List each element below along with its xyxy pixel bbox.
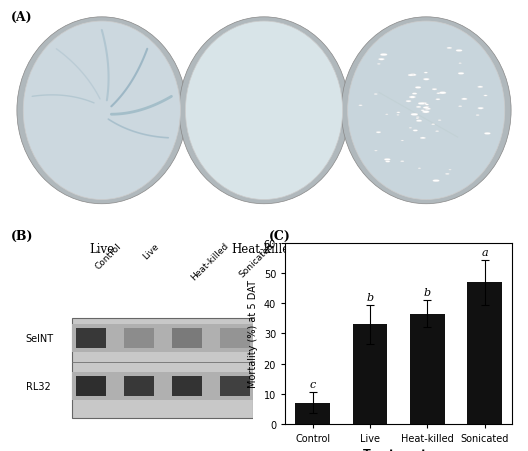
Bar bbox=[72, 324, 253, 352]
Text: b: b bbox=[366, 292, 373, 302]
Ellipse shape bbox=[424, 73, 428, 74]
Ellipse shape bbox=[431, 124, 435, 125]
Text: Heat-killed: Heat-killed bbox=[189, 241, 230, 282]
Text: Heat-killed: Heat-killed bbox=[231, 243, 297, 255]
Ellipse shape bbox=[421, 110, 425, 112]
Ellipse shape bbox=[418, 103, 425, 106]
Ellipse shape bbox=[439, 92, 446, 95]
Ellipse shape bbox=[416, 107, 421, 109]
Text: c: c bbox=[309, 379, 316, 389]
Ellipse shape bbox=[408, 75, 414, 77]
Ellipse shape bbox=[484, 96, 487, 97]
Ellipse shape bbox=[409, 128, 412, 129]
Ellipse shape bbox=[425, 107, 429, 109]
Ellipse shape bbox=[179, 18, 349, 204]
Bar bbox=[296, 403, 330, 424]
Ellipse shape bbox=[17, 18, 187, 204]
Y-axis label: Mortality (%) at 5 DAT: Mortality (%) at 5 DAT bbox=[248, 280, 258, 387]
Bar bbox=[172, 328, 202, 348]
Ellipse shape bbox=[397, 115, 399, 116]
Ellipse shape bbox=[422, 111, 429, 114]
Ellipse shape bbox=[478, 108, 484, 110]
Ellipse shape bbox=[477, 87, 483, 88]
Ellipse shape bbox=[379, 59, 384, 61]
Ellipse shape bbox=[385, 161, 390, 163]
Ellipse shape bbox=[23, 22, 181, 200]
Ellipse shape bbox=[447, 48, 452, 50]
Text: SelNT: SelNT bbox=[26, 333, 54, 343]
Text: Sonicated: Sonicated bbox=[237, 241, 276, 279]
Text: RL32: RL32 bbox=[26, 381, 51, 391]
Ellipse shape bbox=[384, 159, 390, 161]
Bar bbox=[72, 318, 253, 418]
Ellipse shape bbox=[420, 138, 426, 139]
Ellipse shape bbox=[397, 113, 400, 114]
Text: Live: Live bbox=[141, 241, 161, 261]
Ellipse shape bbox=[374, 151, 378, 152]
Text: b: b bbox=[424, 288, 431, 298]
Bar bbox=[76, 376, 106, 396]
Ellipse shape bbox=[415, 87, 421, 89]
Ellipse shape bbox=[458, 73, 464, 75]
Ellipse shape bbox=[423, 107, 428, 109]
Bar bbox=[353, 325, 387, 424]
Ellipse shape bbox=[380, 54, 387, 57]
Ellipse shape bbox=[401, 141, 404, 142]
Ellipse shape bbox=[341, 18, 511, 204]
Ellipse shape bbox=[425, 105, 429, 106]
Text: (A): (A) bbox=[11, 11, 32, 24]
Ellipse shape bbox=[425, 109, 431, 110]
Ellipse shape bbox=[436, 131, 439, 133]
Ellipse shape bbox=[416, 117, 419, 119]
Ellipse shape bbox=[449, 170, 451, 171]
Ellipse shape bbox=[416, 119, 419, 120]
Text: Live: Live bbox=[89, 243, 115, 255]
Text: (C): (C) bbox=[269, 229, 291, 242]
Ellipse shape bbox=[432, 180, 439, 182]
Ellipse shape bbox=[437, 93, 441, 95]
X-axis label: Treatments: Treatments bbox=[363, 448, 434, 451]
Ellipse shape bbox=[458, 106, 462, 108]
Ellipse shape bbox=[401, 161, 404, 162]
Ellipse shape bbox=[359, 106, 362, 107]
Ellipse shape bbox=[432, 89, 437, 91]
Ellipse shape bbox=[436, 99, 440, 101]
Bar bbox=[124, 328, 154, 348]
Ellipse shape bbox=[412, 93, 417, 95]
Ellipse shape bbox=[411, 114, 418, 116]
Ellipse shape bbox=[374, 94, 378, 96]
Ellipse shape bbox=[423, 79, 429, 81]
Ellipse shape bbox=[378, 64, 380, 65]
Bar bbox=[220, 328, 250, 348]
Ellipse shape bbox=[438, 120, 441, 121]
Text: Sonicated: Sonicated bbox=[397, 243, 456, 255]
Ellipse shape bbox=[461, 99, 467, 101]
Ellipse shape bbox=[484, 133, 491, 135]
Ellipse shape bbox=[406, 101, 411, 103]
Ellipse shape bbox=[185, 22, 343, 200]
Ellipse shape bbox=[416, 120, 422, 123]
Bar bbox=[172, 376, 202, 396]
Ellipse shape bbox=[421, 103, 427, 105]
Bar bbox=[410, 314, 445, 424]
Text: Control: Control bbox=[93, 241, 122, 271]
Ellipse shape bbox=[376, 132, 381, 134]
Ellipse shape bbox=[409, 97, 416, 99]
Text: a: a bbox=[482, 247, 488, 257]
Ellipse shape bbox=[476, 115, 479, 116]
Bar bbox=[124, 376, 154, 396]
Bar bbox=[72, 372, 253, 400]
Ellipse shape bbox=[413, 130, 418, 132]
Ellipse shape bbox=[347, 22, 505, 200]
Ellipse shape bbox=[418, 168, 421, 170]
Ellipse shape bbox=[409, 74, 416, 77]
Ellipse shape bbox=[445, 174, 449, 175]
Ellipse shape bbox=[456, 50, 462, 52]
Bar bbox=[467, 283, 502, 424]
Bar bbox=[76, 328, 106, 348]
Bar bbox=[220, 376, 250, 396]
Text: (B): (B) bbox=[11, 229, 33, 242]
